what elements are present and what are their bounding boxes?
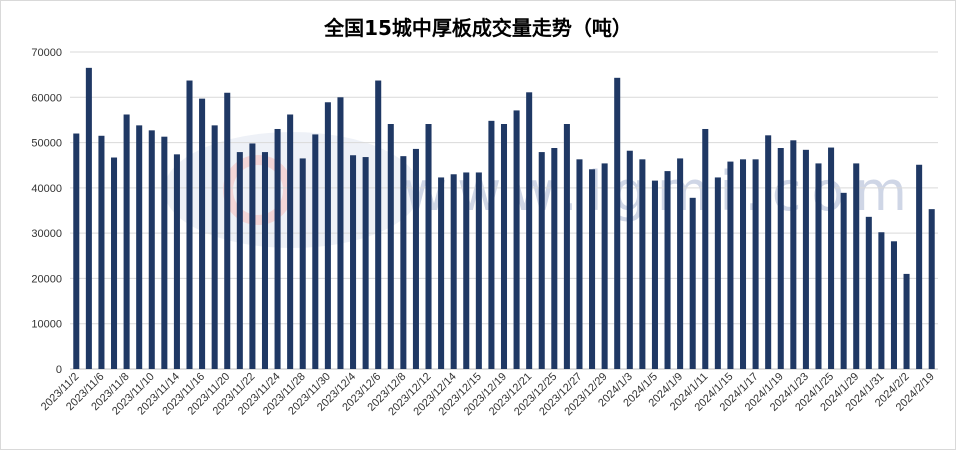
bar [387, 124, 394, 369]
bar [576, 159, 583, 369]
bar [765, 135, 772, 369]
bar [261, 152, 269, 369]
x-axis: 2023/11/22023/11/62023/11/82023/11/10202… [39, 371, 937, 418]
bar [236, 152, 243, 369]
bar [865, 216, 872, 369]
bar [626, 150, 633, 369]
bar [287, 114, 294, 369]
bar [702, 128, 709, 369]
bar [689, 197, 696, 369]
bar [890, 241, 897, 369]
y-tick-label: 0 [56, 364, 62, 376]
bar [123, 114, 130, 369]
bar [538, 152, 545, 369]
bar [488, 120, 495, 369]
y-tick-label: 70000 [31, 47, 62, 59]
bar [739, 159, 747, 369]
y-tick-label: 10000 [31, 319, 62, 331]
bar [350, 155, 357, 369]
bar [299, 158, 306, 369]
bar [463, 172, 470, 369]
bar [790, 140, 797, 369]
bar [274, 128, 281, 369]
bar [425, 124, 432, 369]
bar [450, 174, 457, 369]
bar [324, 102, 331, 369]
bar [375, 80, 382, 369]
bar [161, 136, 168, 369]
bar [412, 148, 419, 369]
bar [878, 232, 885, 369]
bar [601, 163, 608, 369]
bar [777, 148, 784, 369]
bar [752, 159, 759, 369]
bar [312, 134, 319, 369]
bar [928, 209, 935, 369]
bar [840, 192, 847, 369]
bar [173, 154, 180, 369]
y-tick-label: 30000 [31, 228, 62, 240]
bar [98, 135, 105, 369]
bar [513, 110, 520, 369]
bar [249, 143, 256, 369]
bar [111, 157, 118, 369]
bar [664, 171, 671, 369]
bar [85, 67, 92, 369]
bar [438, 177, 445, 369]
bar [73, 133, 80, 369]
bars [73, 67, 935, 370]
y-axis: 0 10000 20000 30000 40000 50000 60000 70000 [31, 47, 62, 376]
bar [186, 80, 193, 369]
bar [639, 159, 646, 369]
bar [337, 97, 344, 370]
bar [526, 92, 533, 369]
bar [400, 156, 407, 369]
y-tick-label: 20000 [31, 273, 62, 285]
y-tick-label: 40000 [31, 183, 62, 195]
chart-title: 全国15城中厚板成交量走势（吨） [324, 16, 632, 40]
bar [500, 124, 508, 369]
bar [199, 98, 206, 369]
bar [211, 125, 218, 369]
bar [224, 92, 231, 369]
bar [362, 157, 369, 369]
bar [714, 177, 721, 369]
bar [551, 148, 558, 369]
y-tick-label: 60000 [31, 92, 62, 104]
bar [475, 172, 482, 369]
bar [903, 273, 910, 369]
bar [815, 163, 822, 369]
y-tick-label: 50000 [31, 138, 62, 150]
bar [589, 169, 596, 369]
bar [727, 161, 734, 369]
bar [677, 158, 684, 369]
bar [802, 149, 809, 369]
bar [614, 77, 621, 369]
bar [916, 164, 923, 369]
bar [828, 147, 835, 369]
bar [136, 125, 143, 369]
bar [853, 163, 860, 369]
bar [651, 180, 658, 369]
bar [148, 130, 155, 369]
bar [563, 124, 570, 369]
